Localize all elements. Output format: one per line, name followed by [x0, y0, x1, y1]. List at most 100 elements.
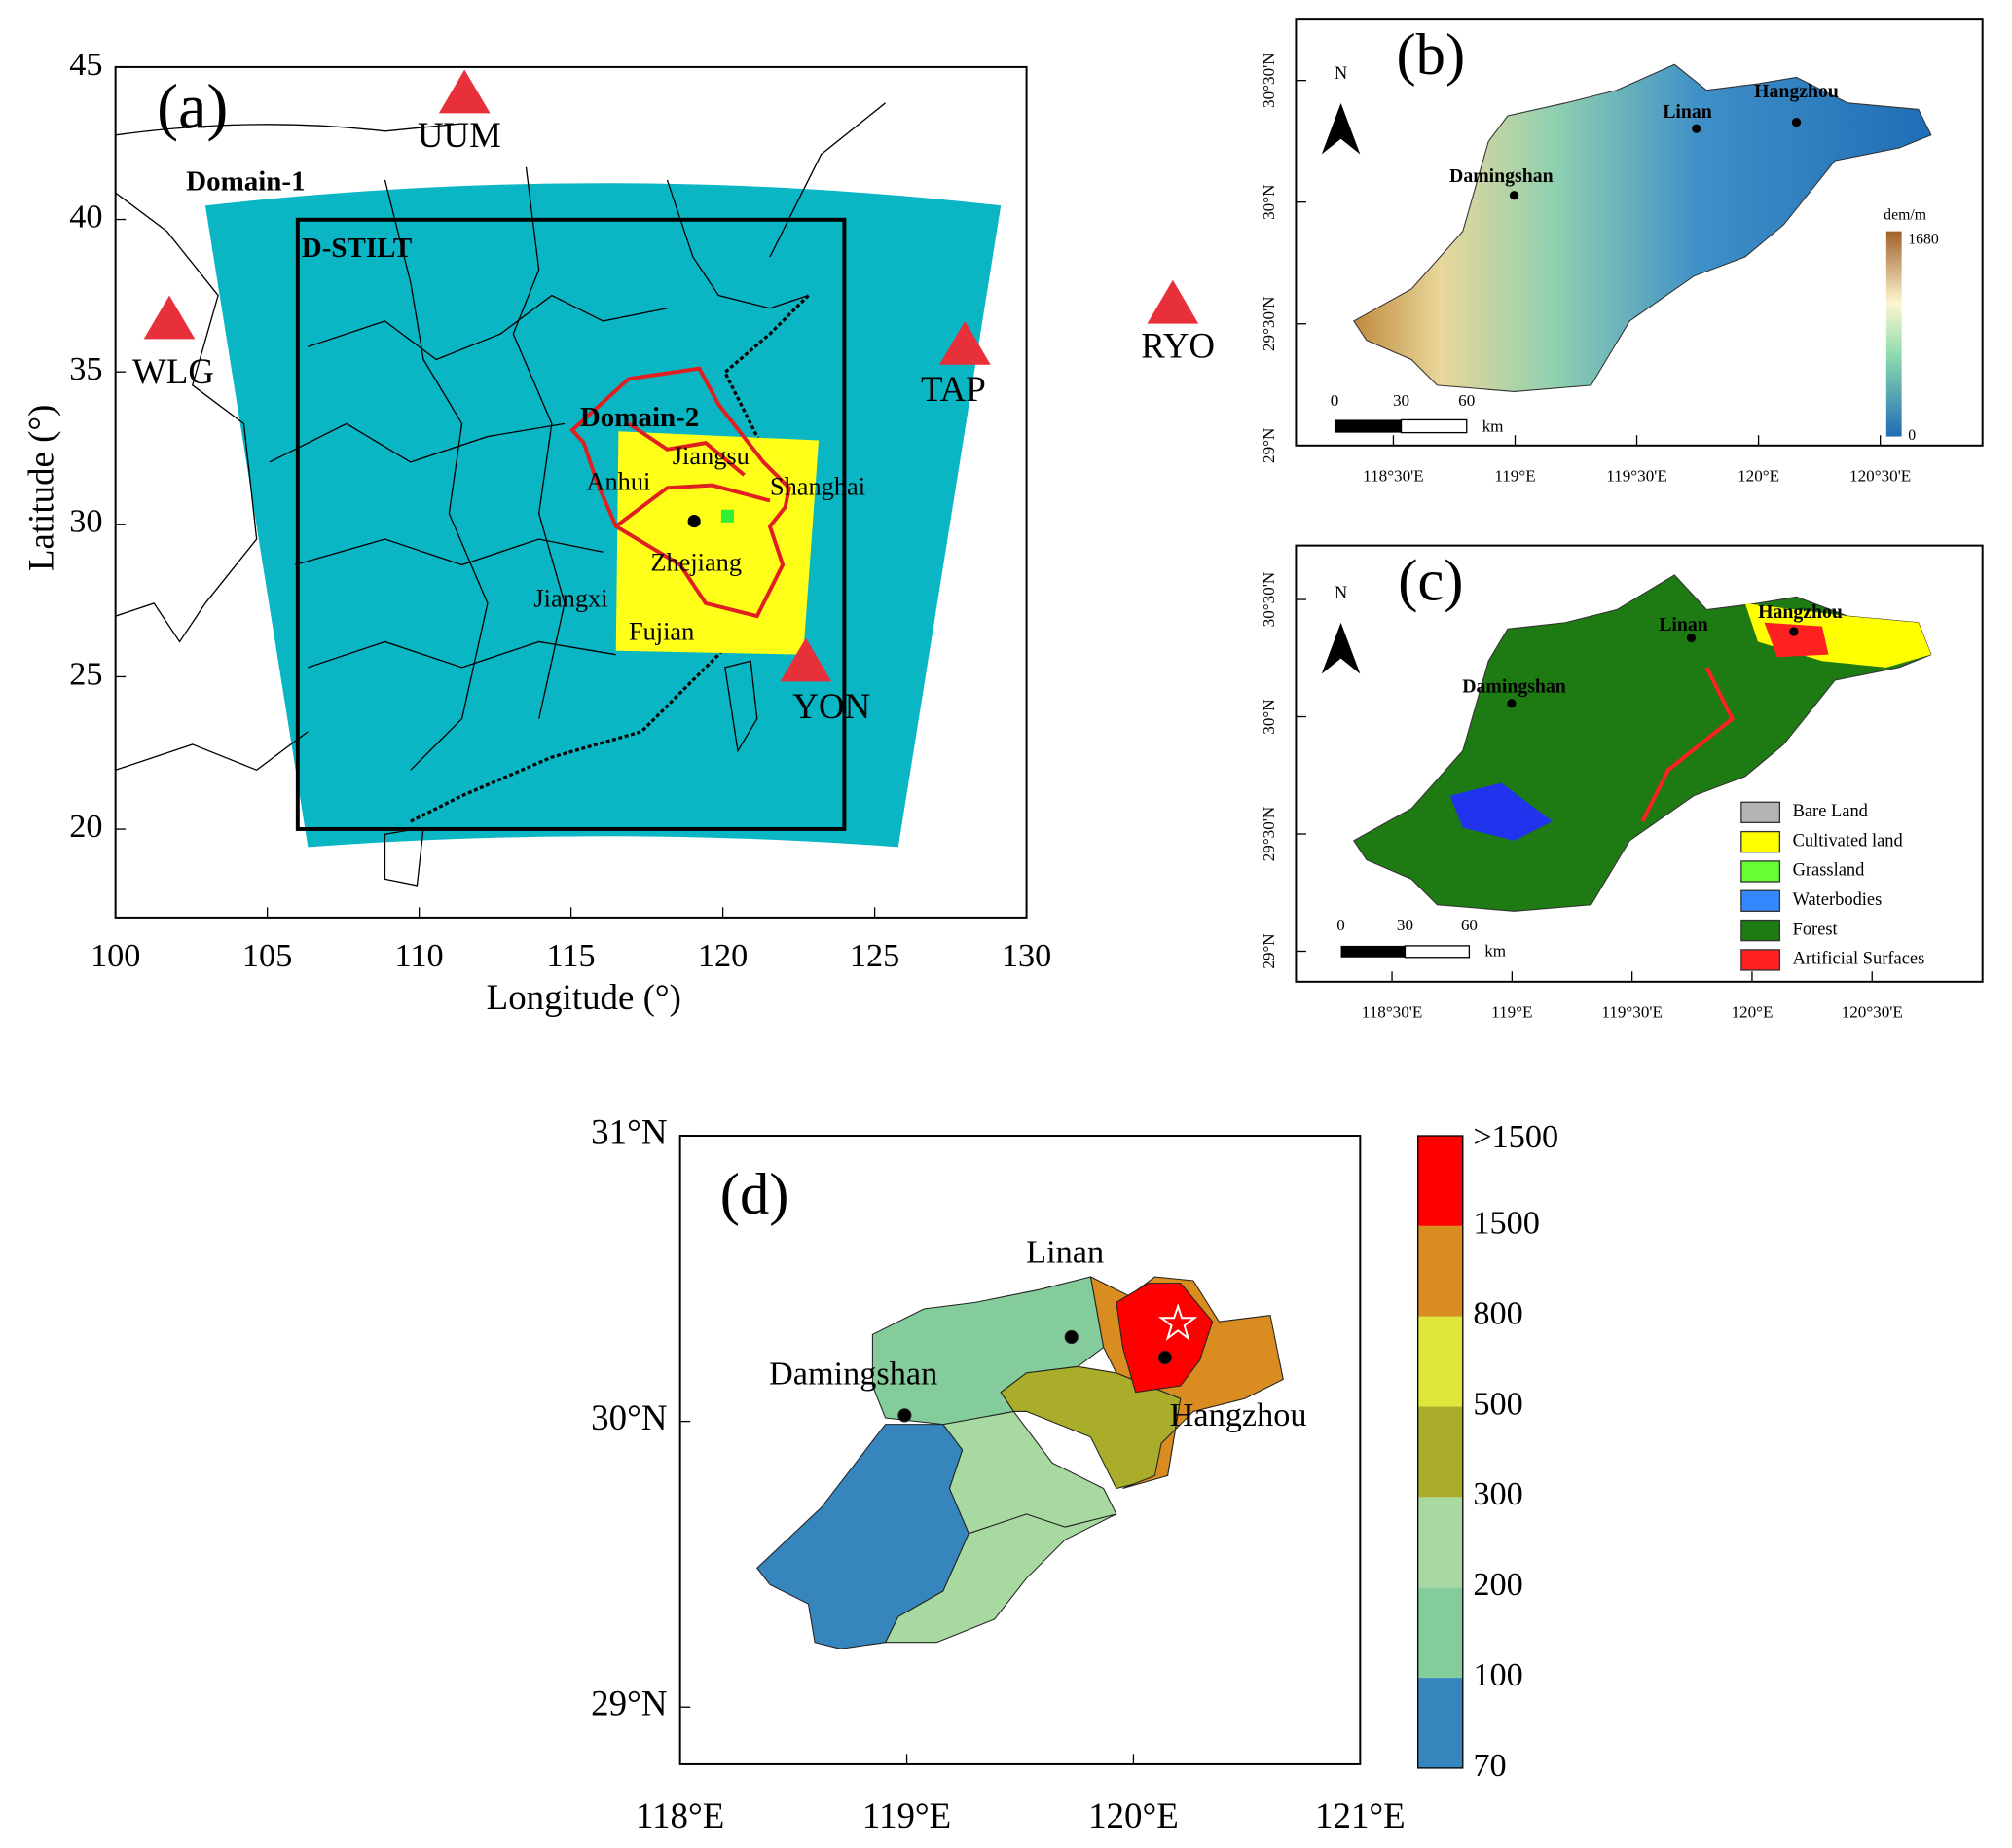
station-label: RYO [1141, 325, 1215, 365]
region-label: Domain-2 [580, 402, 699, 433]
station-label: UUM [418, 115, 501, 155]
y-tick-label: 25 [69, 655, 102, 692]
x-tick-label: 119°E [1491, 1003, 1532, 1022]
place-label: Linan [1026, 1233, 1104, 1270]
station-marker [780, 637, 832, 682]
station-label: WLG [132, 351, 214, 391]
colorbar-label: 1500 [1473, 1205, 1540, 1242]
legend-label: Grassland [1793, 860, 1865, 880]
y-tick-label: 30 [69, 503, 102, 540]
colorbar-label: 200 [1473, 1566, 1522, 1603]
colorbar-frame [1416, 1135, 1464, 1769]
x-tick-label: 118°30'E [1362, 1003, 1423, 1022]
x-axis-title: Longitude (°) [487, 977, 681, 1018]
x-tick-label: 120°E [1088, 1795, 1179, 1835]
colorbar-label: 1680 [1908, 232, 1939, 248]
y-tick-label: 29°N [1260, 933, 1278, 968]
colorbar-segment [1417, 1587, 1463, 1679]
x-tick-label: 119°30'E [1606, 467, 1667, 486]
y-tick-label: 45 [69, 46, 102, 83]
colorbar-label: >1500 [1473, 1118, 1558, 1155]
place-label: Damingshan [1462, 675, 1566, 697]
place-label: Linan [1659, 614, 1708, 635]
y-tick-label: 29°30'N [1260, 807, 1278, 862]
region-label: D-STILT [302, 233, 412, 264]
colorbar-label: 0 [1908, 427, 1916, 444]
place-label: Hangzhou [1754, 81, 1839, 102]
station-marker [1147, 279, 1199, 324]
panel-label: (c) [1398, 549, 1463, 614]
legend-swatch [1740, 801, 1781, 824]
region-label: Shanghai [770, 473, 865, 501]
y-tick-label: 30°N [1260, 185, 1278, 220]
colorbar-title: dem/m [1884, 206, 1927, 223]
y-axis-title: Latitude (°) [21, 405, 62, 572]
x-tick-label: 120°E [1731, 1003, 1773, 1022]
colorbar-label: 300 [1473, 1475, 1522, 1512]
region-label: Jiangxi [533, 584, 607, 612]
x-tick-label: 125 [850, 937, 899, 974]
panel-label: (b) [1396, 22, 1465, 88]
legend-swatch [1740, 949, 1781, 971]
y-tick-label: 29°N [591, 1684, 667, 1723]
region-label: Fujian [629, 618, 694, 646]
place-label: Hangzhou [1170, 1396, 1307, 1433]
panel-c-map [1295, 544, 1984, 983]
legend-label: Cultivated land [1793, 830, 1903, 850]
y-tick-label: 29°N [1260, 428, 1278, 463]
north-label: N [1335, 583, 1347, 602]
colorbar-label: 500 [1473, 1385, 1522, 1422]
colorbar-label: 70 [1473, 1747, 1506, 1784]
x-tick-label: 120°30'E [1842, 1003, 1903, 1022]
station-marker [938, 320, 991, 365]
legend-swatch [1740, 919, 1781, 942]
panel-d-map [678, 1135, 1362, 1765]
scale-label: 60 [1458, 391, 1475, 410]
legend-swatch [1740, 830, 1781, 853]
scale-label: 30 [1397, 916, 1413, 934]
panel-b-map [1295, 18, 1984, 447]
colorbar-segment [1417, 1678, 1463, 1768]
panel-label: (d) [720, 1162, 789, 1227]
y-tick-label: 30°N [591, 1397, 667, 1437]
scale-unit: km [1482, 417, 1505, 435]
place-label: Linan [1663, 101, 1712, 123]
y-tick-label: 29°30'N [1260, 296, 1278, 351]
region-label: Anhui [586, 467, 650, 495]
x-tick-label: 115 [547, 937, 596, 974]
legend-label: Bare Land [1793, 801, 1868, 820]
scale-unit: km [1484, 941, 1507, 960]
colorbar-label: 800 [1473, 1295, 1522, 1332]
legend-swatch [1740, 860, 1781, 883]
scale-label: 0 [1336, 916, 1345, 934]
x-tick-label: 118°30'E [1363, 467, 1424, 486]
colorbar-segment [1417, 1406, 1463, 1498]
scale-label: 0 [1331, 391, 1339, 410]
panel-a-map [114, 65, 1028, 919]
scale-label: 30 [1393, 391, 1409, 410]
x-tick-label: 119°E [1494, 467, 1535, 486]
y-tick-label: 30°30'N [1260, 53, 1278, 108]
scale-label: 60 [1461, 916, 1478, 934]
place-label: Hangzhou [1758, 601, 1843, 623]
x-tick-label: 100 [91, 937, 140, 974]
x-tick-label: 120°30'E [1849, 467, 1911, 486]
y-tick-label: 31°N [591, 1111, 667, 1151]
colorbar-segment [1417, 1225, 1463, 1317]
x-tick-label: 120°E [1738, 467, 1779, 486]
x-tick-label: 119°30'E [1601, 1003, 1663, 1022]
legend-label: Waterbodies [1793, 889, 1883, 909]
y-tick-label: 30°N [1260, 699, 1278, 734]
station-label: TAP [921, 369, 986, 409]
panel-label: (a) [157, 71, 228, 142]
x-tick-label: 105 [242, 937, 292, 974]
x-tick-label: 121°E [1315, 1795, 1406, 1835]
y-tick-label: 30°30'N [1260, 572, 1278, 628]
station-marker [438, 69, 491, 114]
y-tick-label: 35 [69, 350, 102, 387]
place-label: Damingshan [1449, 165, 1554, 187]
station-label: YON [792, 686, 870, 726]
region-label: Jiangsu [673, 442, 750, 470]
x-tick-label: 130 [1002, 937, 1051, 974]
